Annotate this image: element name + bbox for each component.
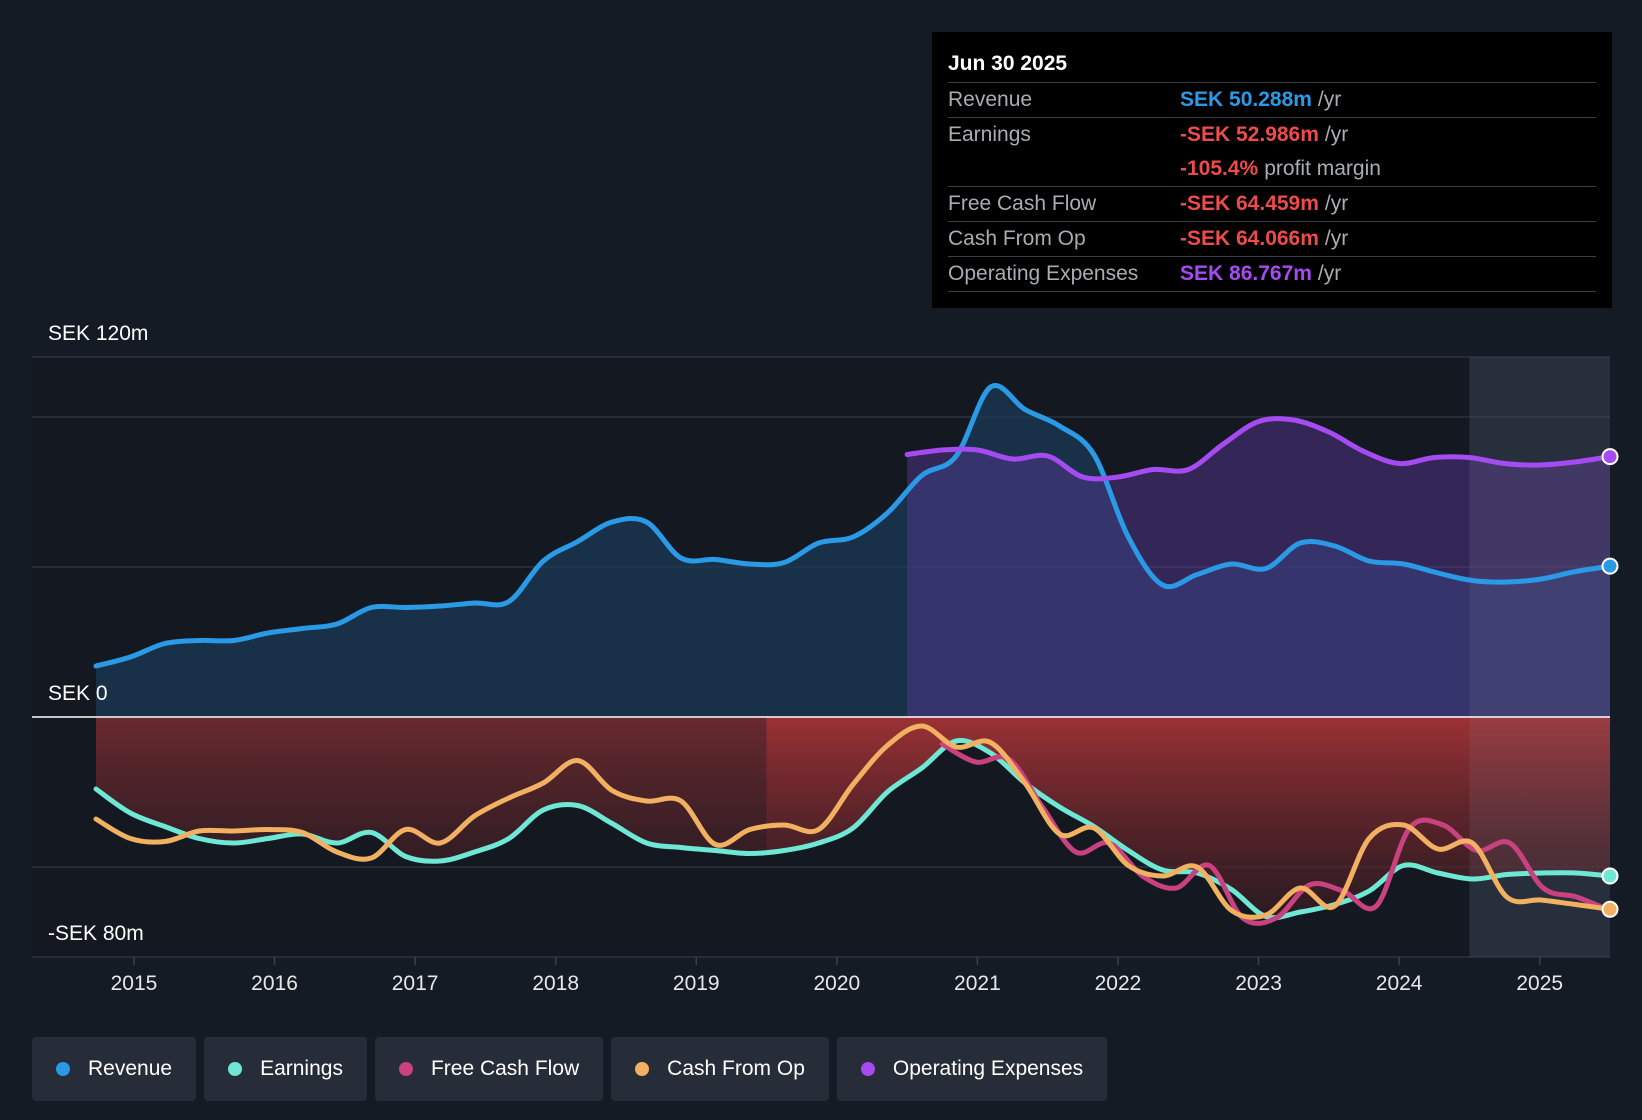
legend-dot-icon bbox=[56, 1062, 70, 1076]
legend-dot-icon bbox=[398, 1062, 413, 1076]
legend-label: Cash From Op bbox=[667, 1057, 805, 1080]
revenue-area bbox=[96, 385, 1610, 717]
end-marker-revenue bbox=[1601, 557, 1619, 575]
y-zero-label: SEK 0 bbox=[48, 682, 108, 705]
x-tick-label: 2020 bbox=[813, 972, 860, 995]
tooltip-unit: /yr bbox=[1317, 262, 1342, 285]
tooltip-unit: /yr bbox=[1324, 192, 1349, 215]
tooltip-date: Jun 30 2025 bbox=[948, 52, 1068, 75]
tooltip-unit: profit margin bbox=[1264, 157, 1381, 180]
legend-label: Earnings bbox=[260, 1057, 343, 1080]
tooltip-unit: /yr bbox=[1324, 123, 1349, 146]
tooltip-row-profit-margin: -105.4% profit margin bbox=[948, 152, 1596, 186]
y-bottom-label: -SEK 80m bbox=[48, 922, 144, 945]
forecast-overlay bbox=[1469, 357, 1610, 957]
tooltip-label: Earnings bbox=[948, 123, 1031, 146]
series-line-earnings bbox=[93, 738, 1613, 921]
legend-label: Free Cash Flow bbox=[430, 1057, 580, 1080]
x-tick-label: 2016 bbox=[251, 972, 298, 995]
legend-item-revenue[interactable]: Revenue bbox=[32, 1037, 197, 1101]
legend: Revenue Earnings Free Cash Flow Cash Fro… bbox=[32, 1037, 1108, 1101]
x-tick-label: 2025 bbox=[1516, 972, 1563, 995]
tooltip-label bbox=[948, 152, 1180, 186]
legend-label: Revenue bbox=[88, 1057, 173, 1080]
tooltip-value: SEK 50.288m bbox=[1180, 88, 1312, 111]
x-tick-label: 2022 bbox=[1095, 972, 1142, 995]
tooltip-row-earnings: Earnings -SEK 52.986m /yr bbox=[948, 117, 1596, 152]
earnings-area bbox=[96, 717, 767, 862]
tooltip-label: Cash From Op bbox=[948, 227, 1086, 250]
x-tick-label: 2021 bbox=[954, 972, 1001, 995]
series-line-cash-from-op bbox=[93, 723, 1613, 920]
tooltip-value: -SEK 52.986m bbox=[1180, 123, 1319, 146]
tooltip-unit: /yr bbox=[1324, 227, 1349, 250]
legend-label: Operating Expenses bbox=[892, 1057, 1084, 1080]
x-tick-label: 2019 bbox=[673, 972, 720, 995]
tooltip-label: Free Cash Flow bbox=[948, 192, 1097, 215]
legend-item-cash-from-op[interactable]: Cash From Op bbox=[611, 1037, 829, 1101]
legend-dot-icon bbox=[228, 1062, 243, 1076]
legend-dot-icon bbox=[860, 1062, 875, 1076]
tooltip-value: -SEK 64.066m bbox=[1180, 227, 1319, 250]
legend-item-operating-expenses[interactable]: Operating Expenses bbox=[836, 1037, 1108, 1101]
legend-dot-icon bbox=[635, 1062, 650, 1076]
tooltip-label: Operating Expenses bbox=[948, 262, 1139, 285]
tooltip-row-revenue: Revenue SEK 50.288m /yr bbox=[948, 82, 1596, 117]
x-tick-label: 2015 bbox=[111, 972, 158, 995]
earnings-area bbox=[766, 717, 1610, 918]
y-top-label: SEK 120m bbox=[48, 322, 148, 345]
end-marker-earnings bbox=[1601, 867, 1619, 885]
series-line-revenue bbox=[93, 383, 1613, 669]
tooltip: Jun 30 2025 Revenue SEK 50.288m /yr Earn… bbox=[932, 32, 1612, 308]
tooltip-value: -SEK 64.459m bbox=[1180, 192, 1319, 215]
tooltip-value: -105.4% bbox=[1180, 157, 1259, 180]
x-tick-label: 2018 bbox=[532, 972, 579, 995]
tooltip-label: Revenue bbox=[948, 88, 1033, 111]
x-tick-label: 2023 bbox=[1235, 972, 1282, 995]
x-tick-label: 2017 bbox=[392, 972, 439, 995]
tooltip-row-free-cash-flow: Free Cash Flow -SEK 64.459m /yr bbox=[948, 186, 1596, 221]
end-marker-operating-expenses bbox=[1601, 448, 1619, 466]
x-tick-label: 2024 bbox=[1376, 972, 1423, 995]
legend-item-free-cash-flow[interactable]: Free Cash Flow bbox=[374, 1037, 604, 1101]
tooltip-row-cash-from-op: Cash From Op -SEK 64.066m /yr bbox=[948, 221, 1596, 256]
legend-item-earnings[interactable]: Earnings bbox=[204, 1037, 367, 1101]
end-marker-cash-from-op bbox=[1601, 900, 1619, 918]
tooltip-row-operating-expenses: Operating Expenses SEK 86.767m /yr bbox=[948, 256, 1596, 292]
tooltip-value: SEK 86.767m bbox=[1180, 262, 1312, 285]
tooltip-unit: /yr bbox=[1317, 88, 1342, 111]
series-line-operating-expenses bbox=[904, 416, 1613, 482]
